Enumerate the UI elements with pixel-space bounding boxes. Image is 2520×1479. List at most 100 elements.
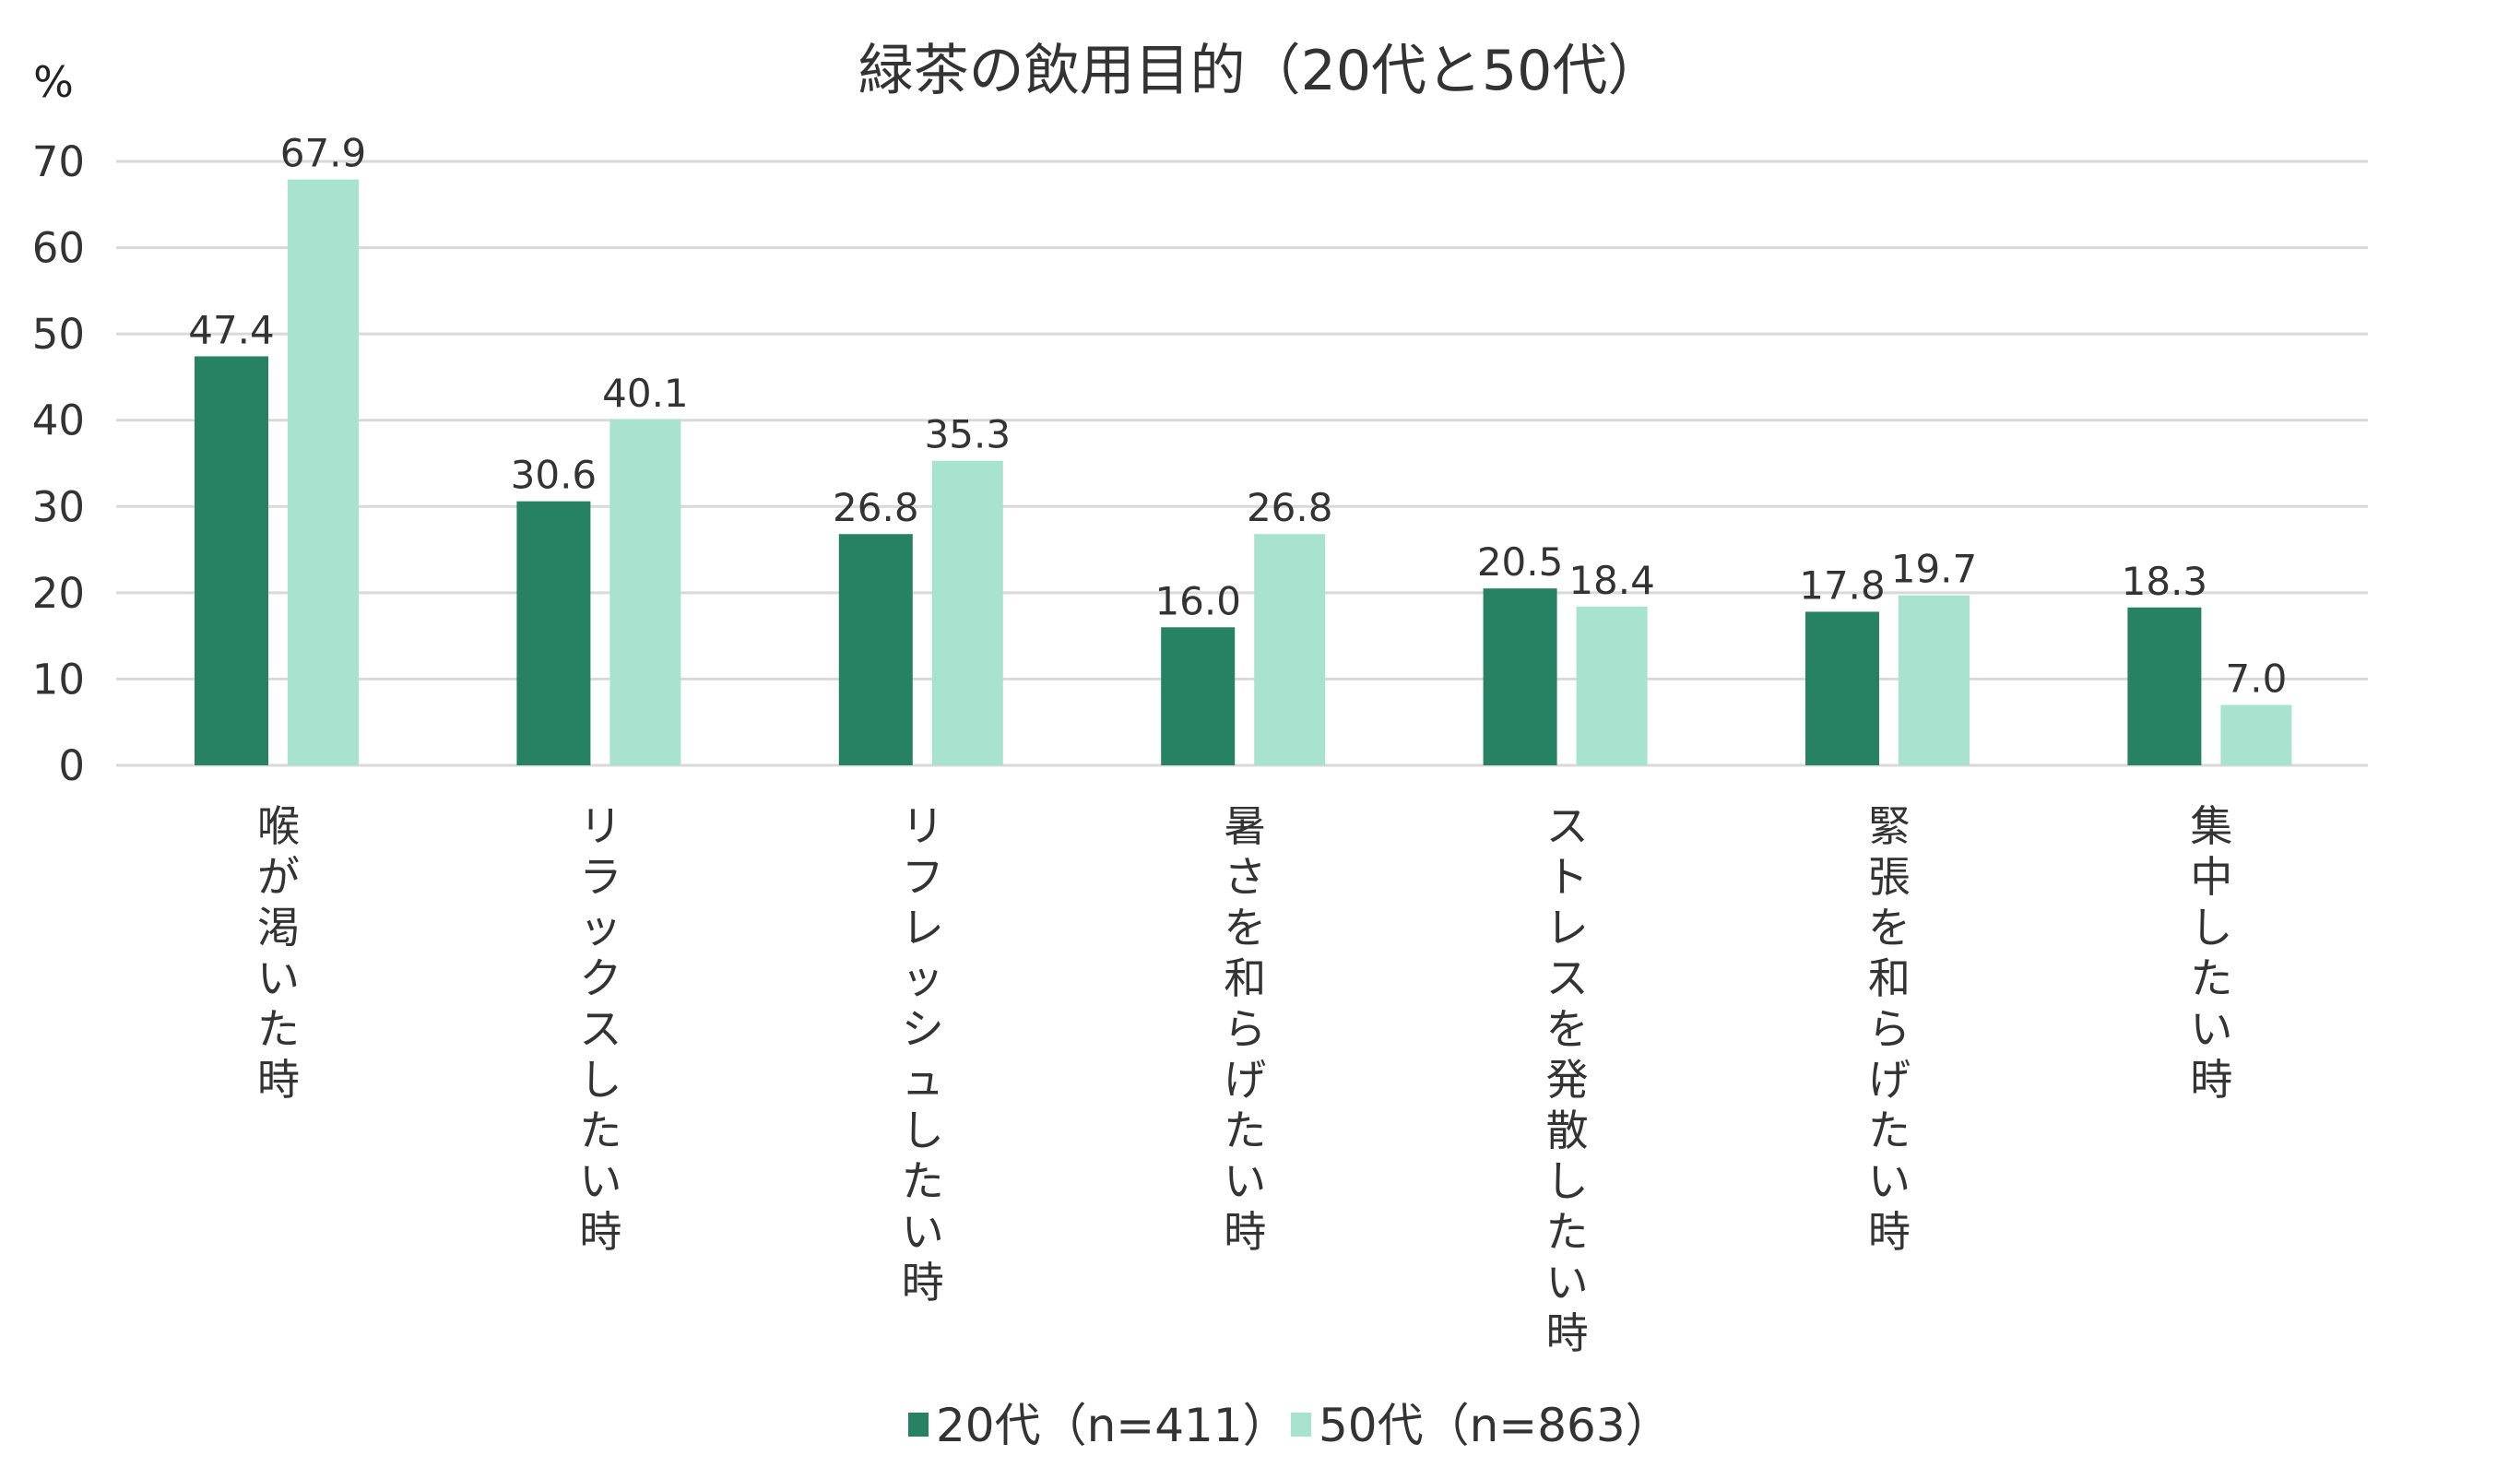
data-label: 26.8 — [1247, 485, 1333, 530]
bar — [838, 534, 913, 765]
category-label-char: た — [902, 1156, 944, 1206]
bar — [1899, 595, 1970, 765]
category-label-char: が — [257, 852, 300, 902]
bar — [1576, 606, 1648, 765]
category-label-char: ら — [1868, 1004, 1911, 1054]
category-label-char: た — [579, 1106, 621, 1155]
y-tick-label: 10 — [32, 655, 85, 704]
category-label-char: た — [1868, 1106, 1911, 1155]
category-label-char: レ — [1546, 903, 1589, 952]
category-label-char: げ — [1224, 1055, 1266, 1105]
category-label-char: ス — [1546, 801, 1589, 851]
category-label-char: を — [1546, 1004, 1589, 1054]
category-label-char: ス — [1546, 953, 1589, 1003]
category-label-char: 渇 — [257, 903, 300, 952]
category-label-char: た — [2190, 953, 2232, 1003]
category-label-char: シ — [902, 1004, 944, 1054]
bar — [1254, 534, 1326, 765]
bar — [195, 356, 268, 765]
data-label: 47.4 — [188, 307, 275, 352]
bar — [516, 501, 591, 765]
bar — [931, 460, 1003, 765]
data-label: 17.8 — [1799, 562, 1886, 608]
category-label-char: 張 — [1868, 852, 1911, 902]
y-tick-label: 20 — [32, 569, 85, 618]
category-label-char: し — [902, 1106, 944, 1155]
category-label-char: い — [902, 1207, 944, 1257]
category-label-char: い — [579, 1156, 621, 1206]
data-label: 20.5 — [1477, 539, 1564, 585]
data-label: 26.8 — [833, 485, 919, 530]
y-axis-unit-label: % — [33, 57, 74, 107]
y-tick-label: 70 — [32, 137, 85, 186]
chart-title: 緑茶の飲用目的（20代と50代） — [858, 39, 1663, 103]
category-label-char: し — [1546, 1156, 1589, 1206]
y-tick-label: 60 — [32, 224, 85, 273]
category-label-char: ッ — [579, 903, 621, 952]
category-label-char: 時 — [579, 1207, 621, 1257]
category-label-char: ら — [1224, 1004, 1266, 1054]
category-label-char: た — [1224, 1106, 1266, 1155]
category-label-char: い — [1868, 1156, 1911, 1206]
y-tick-label: 50 — [32, 310, 85, 359]
y-tick-label: 30 — [32, 482, 85, 531]
category-label-char: を — [1868, 903, 1911, 952]
category-label-char: 発 — [1546, 1055, 1589, 1105]
data-label: 30.6 — [511, 453, 597, 498]
data-label: 7.0 — [2226, 657, 2288, 702]
category-label-char: 緊 — [1868, 801, 1911, 851]
bar — [2127, 607, 2202, 765]
category-label-char: 喉 — [257, 801, 300, 851]
legend-label: 20代（n=411） — [936, 1399, 1289, 1452]
bar — [1161, 627, 1236, 765]
legend-swatch — [908, 1413, 929, 1437]
category-label-char: リ — [579, 801, 621, 851]
category-label-char: 時 — [902, 1258, 944, 1307]
category-label-char: ク — [579, 953, 621, 1003]
gridlines: 0 10 20 30 40 50 60 70 — [32, 137, 2368, 790]
bar — [609, 419, 681, 765]
data-label: 18.3 — [2122, 559, 2208, 604]
category-label-char: 暑 — [1224, 801, 1266, 851]
category-label-char: 中 — [2190, 852, 2232, 902]
category-labels: 喉が渇いた時リラックスしたい時リフレッシュしたい時暑さを和らげたい時ストレスを発… — [257, 801, 2232, 1358]
category-label-char: ス — [579, 1004, 621, 1054]
bar — [288, 179, 359, 765]
category-label-char: を — [1224, 903, 1266, 952]
category-label-char: 集 — [2190, 801, 2232, 851]
category-label-char: い — [257, 953, 300, 1003]
category-label-char: ッ — [902, 953, 944, 1003]
category-label-char: い — [1224, 1156, 1266, 1206]
category-label-char: ト — [1546, 852, 1589, 902]
category-label-char: し — [579, 1055, 621, 1105]
category-label-char: 時 — [257, 1055, 300, 1105]
data-label: 40.1 — [602, 371, 689, 416]
category-label-char: 時 — [2190, 1055, 2232, 1105]
data-label: 18.4 — [1568, 558, 1655, 603]
legend-label: 50代（n=863） — [1319, 1399, 1672, 1452]
category-label-char: し — [2190, 903, 2232, 952]
category-label-char: い — [1546, 1258, 1589, 1307]
data-label: 67.9 — [280, 131, 367, 176]
bar — [1483, 588, 1557, 765]
category-label-char: た — [257, 1004, 300, 1054]
data-label: 16.0 — [1154, 578, 1241, 623]
category-label-char: 和 — [1224, 953, 1266, 1003]
bar — [2220, 704, 2292, 765]
category-label-char: さ — [1224, 852, 1266, 902]
category-label-char: レ — [902, 903, 944, 952]
bar — [1805, 611, 1879, 765]
y-tick-label: 40 — [32, 396, 85, 445]
data-label: 19.7 — [1891, 547, 1978, 592]
y-tick-label: 0 — [58, 741, 85, 790]
category-label-char: リ — [902, 801, 944, 851]
category-label-char: た — [1546, 1207, 1589, 1257]
legend-swatch — [1291, 1413, 1311, 1437]
